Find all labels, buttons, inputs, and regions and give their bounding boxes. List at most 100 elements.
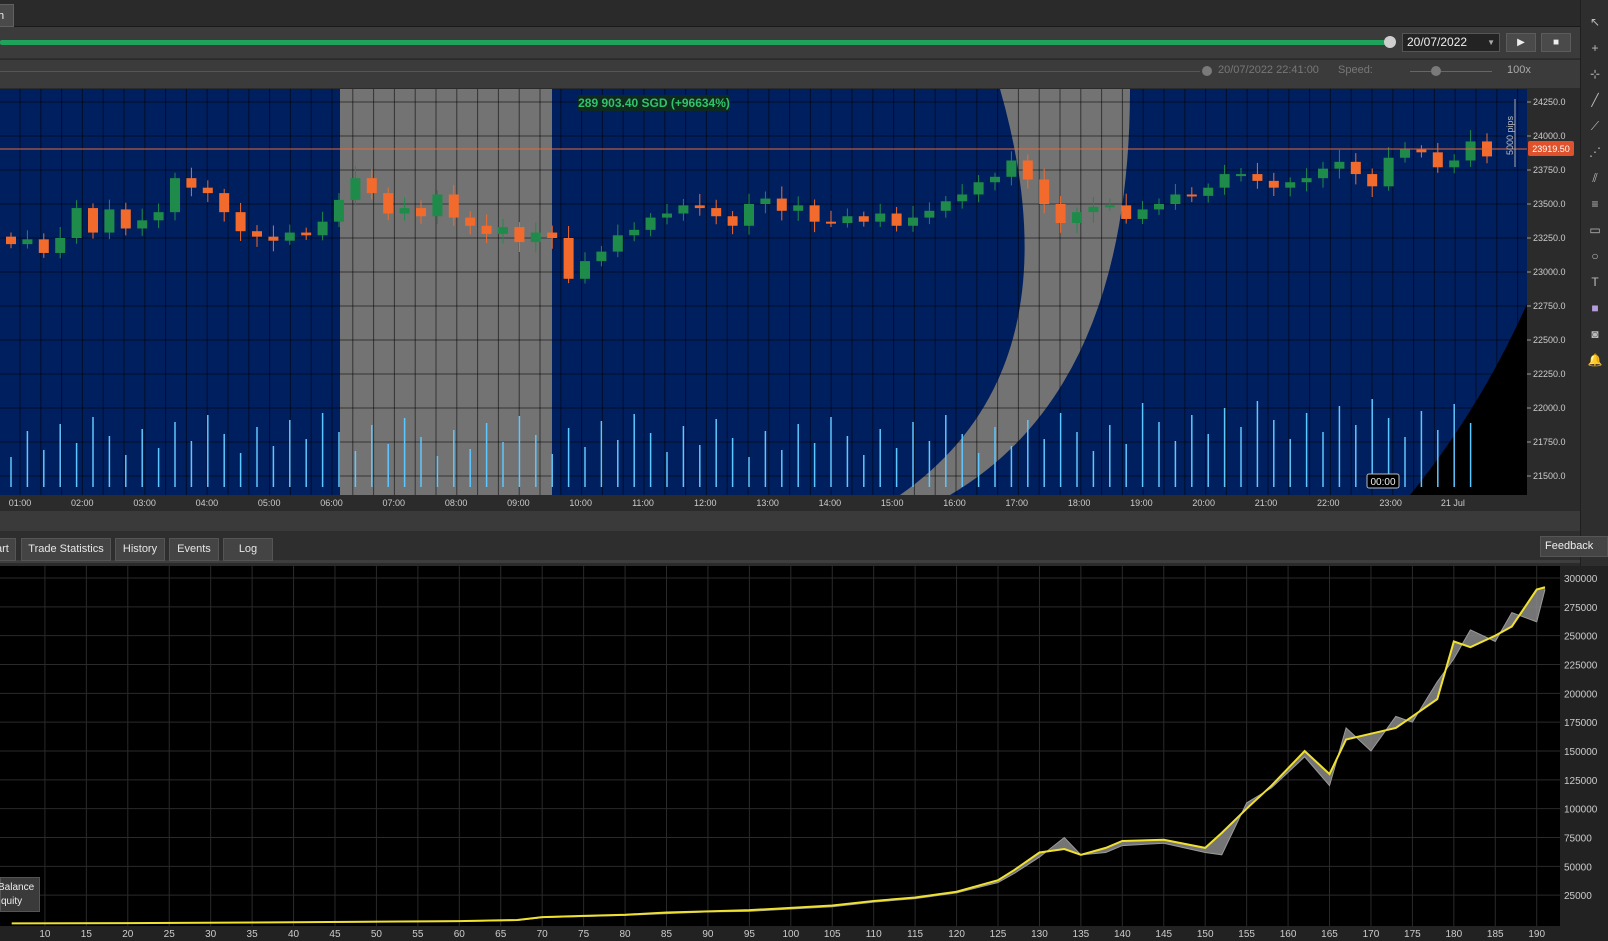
- feedback-button[interactable]: Feedback: [1540, 536, 1608, 557]
- candle: [1383, 157, 1394, 187]
- tab-log[interactable]: Log: [223, 538, 273, 561]
- pitchfork-icon[interactable]: ⋰: [1589, 145, 1601, 159]
- current-price-badge: [1528, 141, 1574, 156]
- time-tick-label: 09:00: [507, 498, 530, 508]
- camera-icon[interactable]: ◙: [1591, 327, 1599, 341]
- equity-y-tick-label: 300000: [1564, 574, 1598, 585]
- candle: [1334, 161, 1345, 169]
- candle: [514, 227, 525, 243]
- candle: [1465, 141, 1476, 161]
- equity-x-tick-label: 175: [1404, 929, 1421, 940]
- speed-label: Speed:: [1338, 64, 1373, 76]
- candle: [842, 216, 853, 224]
- tab-chart[interactable]: art: [0, 538, 16, 561]
- progress-knob[interactable]: [1384, 36, 1396, 48]
- time-axis-svg: 01:00 02:00 03:00 04:00 05:00 06:00 07:00 08:00…: [9, 498, 1465, 508]
- candle: [1072, 212, 1082, 224]
- time-tick-label: 22:00: [1317, 498, 1340, 508]
- candle: [645, 217, 656, 230]
- trendline-icon[interactable]: ⟋: [1590, 119, 1600, 133]
- candle: [1006, 160, 1017, 177]
- text-icon[interactable]: T: [1591, 275, 1599, 289]
- time-tick-label: 12:00: [694, 498, 717, 508]
- price-tick-label: 24250.0: [1533, 97, 1566, 107]
- equity-x-tick-label: 60: [454, 929, 466, 940]
- equity-x-tick-label: 115: [907, 929, 923, 940]
- candle: [1416, 149, 1427, 153]
- equity-y-tick-label: 250000: [1564, 632, 1598, 643]
- date-select[interactable]: 20/07/2022 ▼: [1402, 33, 1500, 52]
- equity-y-tick-label: 200000: [1564, 689, 1598, 700]
- time-tick-label: 18:00: [1068, 498, 1091, 508]
- equity-x-tick-label: 125: [990, 929, 1007, 940]
- legend-equity: quity: [1, 896, 23, 907]
- equity-y-axis-svg: 300000 275000 250000 225000 200000 175000 1500…: [1564, 574, 1598, 902]
- candle: [547, 232, 558, 238]
- candle: [973, 182, 984, 195]
- equity-x-ticks: 10 15 20 25 30 35 40 45 50 55 60 65 70 75 80 85 90 95 100 1…: [39, 929, 1545, 940]
- candle: [1449, 160, 1460, 168]
- candle: [1367, 174, 1378, 187]
- candle: [678, 205, 689, 214]
- channel-icon[interactable]: ⫽: [1592, 171, 1598, 185]
- candle: [268, 236, 279, 241]
- candle: [1154, 204, 1164, 210]
- candle: [858, 216, 869, 222]
- equity-chart-svg: [0, 566, 1560, 926]
- stop-icon: ■: [1552, 37, 1560, 48]
- time-ticks: 01:00 02:00 03:00 04:00 05:00 06:00 07:00 08:00…: [9, 498, 1465, 508]
- equity-x-tick-label: 90: [702, 929, 714, 940]
- speed-knob[interactable]: [1431, 66, 1441, 76]
- play-button[interactable]: ▶: [1506, 33, 1536, 52]
- tab-history[interactable]: History: [115, 538, 165, 561]
- candle: [38, 239, 49, 253]
- cursor-icon[interactable]: ↖: [1589, 15, 1601, 29]
- crosshair-icon[interactable]: +: [1591, 41, 1599, 55]
- equity-x-tick-label: 65: [495, 929, 507, 940]
- speed-slider[interactable]: [1410, 71, 1492, 72]
- candle: [1350, 161, 1361, 175]
- fibonacci-icon[interactable]: ≡: [1591, 197, 1599, 211]
- price-tick-label: 23750.0: [1533, 165, 1566, 175]
- candle: [366, 178, 377, 194]
- candle: [1285, 182, 1296, 188]
- progress-track[interactable]: [0, 40, 1390, 45]
- tab-trade-statistics[interactable]: Trade Statistics: [21, 538, 111, 561]
- candle: [334, 199, 344, 222]
- price-tick-label: 23000.0: [1533, 267, 1566, 277]
- equity-x-tick-label: 145: [1155, 929, 1172, 940]
- time-tick-label: 14:00: [819, 498, 842, 508]
- color-icon[interactable]: ■: [1591, 301, 1599, 315]
- candle: [1039, 179, 1050, 204]
- time-track[interactable]: [0, 71, 1200, 72]
- balance-line: [11, 586, 1546, 925]
- price-tick-label: 22250.0: [1533, 369, 1566, 379]
- equity-x-tick-label: 190: [1528, 929, 1545, 940]
- time-tick-label: 21 Jul: [1441, 498, 1465, 508]
- equity-y-tick-label: 100000: [1564, 805, 1598, 816]
- price-chart[interactable]: 289 903.40 SGD (+96634%) 5000 pips 00:00: [0, 89, 1527, 495]
- candle: [219, 193, 230, 213]
- candle: [530, 232, 541, 243]
- top-tab[interactable]: h: [0, 4, 14, 27]
- time-tick-label: 02:00: [71, 498, 94, 508]
- bell-icon[interactable]: 🔔: [1587, 353, 1603, 367]
- price-tick-label: 23500.0: [1533, 199, 1566, 209]
- tab-events[interactable]: Events: [169, 538, 219, 561]
- equity-balance-band: [11, 587, 1545, 924]
- circle-icon[interactable]: ○: [1591, 249, 1599, 263]
- candle: [1121, 205, 1132, 219]
- line-icon[interactable]: ╱: [1591, 93, 1599, 107]
- time-tick-label: 06:00: [320, 498, 343, 508]
- pan-icon[interactable]: ⊹: [1589, 67, 1601, 81]
- candle: [55, 238, 66, 253]
- time-axis[interactable]: 01:00 02:00 03:00 04:00 05:00 06:00 07:00 08:00…: [0, 495, 1575, 511]
- rectangle-icon[interactable]: ▭: [1589, 223, 1601, 237]
- time-knob[interactable]: [1202, 66, 1212, 76]
- candle: [760, 198, 771, 204]
- price-axis[interactable]: 24250.0 24000.0 23750.0 23500.0 23250.0 23000…: [1527, 89, 1575, 495]
- stop-button[interactable]: ■: [1541, 33, 1571, 52]
- current-price: 23919.50: [1532, 144, 1570, 154]
- candle: [137, 220, 148, 229]
- equity-chart[interactable]: [0, 566, 1560, 926]
